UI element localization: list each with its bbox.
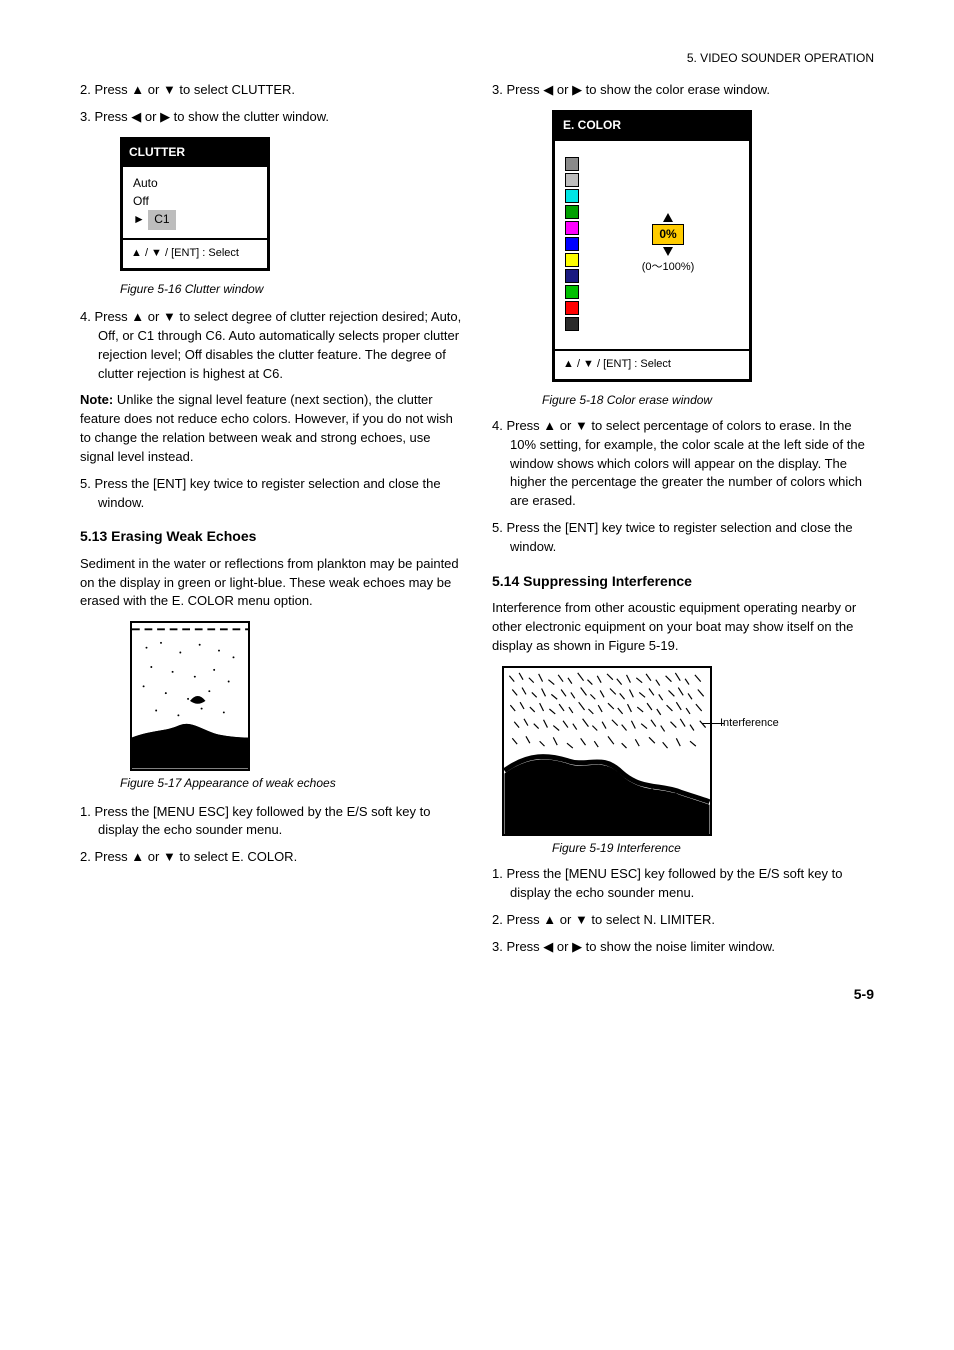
figure-caption: Figure 5-16 Clutter window [120, 281, 462, 298]
left-step2: 2. Press ▲ or ▼ to select CLUTTER. [80, 81, 462, 100]
section-heading-5-14: 5.14 Suppressing Interference [492, 571, 874, 591]
color-swatch [565, 205, 579, 219]
color-swatch-column [565, 151, 579, 339]
figure-caption: Figure 5-19 Interference [552, 840, 874, 857]
interference-figure-wrap: Interference [492, 666, 874, 836]
sec513-step2: 2. Press ▲ or ▼ to select E. COLOR. [80, 848, 462, 867]
color-swatch [565, 237, 579, 251]
clutter-menu-body: Auto Off ► C1 [123, 165, 267, 237]
color-swatch [565, 173, 579, 187]
section-heading-5-13: 5.13 Erasing Weak Echoes [80, 526, 462, 546]
clutter-menu-title: CLUTTER [123, 140, 267, 165]
color-erase-hint: ▲ / ▼ / [ENT] : Select [555, 349, 749, 379]
clutter-menu-hint: ▲ / ▼ / [ENT] : Select [123, 238, 267, 268]
percentage-range-label: (0～100%) [642, 260, 695, 276]
color-swatch [565, 157, 579, 171]
page-number: 5-9 [80, 984, 874, 1004]
color-swatch [565, 253, 579, 267]
weak-echoes-figure [130, 621, 250, 771]
right-step3: 3. Press ◀ or ▶ to show the color erase … [492, 81, 874, 100]
section-title: Suppressing Interference [523, 573, 692, 589]
section-514-body: Interference from other acoustic equipme… [492, 599, 874, 656]
left-note: Note: Unlike the signal level feature (n… [80, 391, 462, 466]
color-erase-body: 0% (0～100%) [555, 139, 749, 349]
left-column: 2. Press ▲ or ▼ to select CLUTTER. 3. Pr… [80, 73, 462, 964]
color-erase-title: E. COLOR [555, 113, 749, 138]
section-title: Erasing Weak Echoes [111, 528, 256, 544]
color-swatch [565, 269, 579, 283]
left-step3: 3. Press ◀ or ▶ to show the clutter wind… [80, 108, 462, 127]
sec514-step1: 1. Press the [MENU ESC] key followed by … [492, 865, 874, 903]
clutter-menu-item: ► C1 [133, 210, 257, 229]
color-erase-figure: E. COLOR [552, 110, 752, 381]
section-number: 5.14 [492, 573, 519, 589]
page: 5. VIDEO SOUNDER OPERATION 2. Press ▲ or… [0, 0, 954, 1065]
figure-caption: Figure 5-17 Appearance of weak echoes [120, 775, 462, 792]
triangle-down-icon [663, 247, 673, 256]
note-label: Note: [80, 392, 113, 407]
sec514-step2: 2. Press ▲ or ▼ to select N. LIMITER. [492, 911, 874, 930]
current-percentage: 0% [652, 224, 683, 245]
color-swatch [565, 285, 579, 299]
interference-svg [504, 668, 710, 834]
color-swatch [565, 301, 579, 315]
left-step5: 5. Press the [ENT] key twice to register… [80, 475, 462, 513]
clutter-menu-figure: CLUTTER Auto Off ► C1 ▲ / ▼ / [ENT] : Se… [120, 137, 270, 271]
clutter-menu-item-highlighted: C1 [148, 210, 175, 229]
right-step4: 4. Press ▲ or ▼ to select percentage of … [492, 417, 874, 511]
sec513-step1: 1. Press the [MENU ESC] key followed by … [80, 803, 462, 841]
clutter-menu-item: Off [133, 193, 257, 210]
color-swatch [565, 317, 579, 331]
section-number: 5.13 [80, 528, 107, 544]
clutter-menu-item: Auto [133, 175, 257, 192]
right-step5: 5. Press the [ENT] key twice to register… [492, 519, 874, 557]
weak-echoes-svg [132, 623, 248, 769]
right-column: 3. Press ◀ or ▶ to show the color erase … [492, 73, 874, 964]
sec514-step3: 3. Press ◀ or ▶ to show the noise limite… [492, 938, 874, 957]
left-step4: 4. Press ▲ or ▼ to select degree of clut… [80, 308, 462, 383]
chapter-header: 5. VIDEO SOUNDER OPERATION [80, 50, 874, 67]
triangle-up-icon [663, 213, 673, 222]
two-column-layout: 2. Press ▲ or ▼ to select CLUTTER. 3. Pr… [80, 73, 874, 964]
note-text: Unlike the signal level feature (next se… [80, 392, 453, 464]
figure-caption: Figure 5-18 Color erase window [542, 392, 874, 409]
interference-figure [502, 666, 712, 836]
percentage-adjuster: 0% (0～100%) [597, 151, 739, 339]
color-swatch [565, 189, 579, 203]
section-513-body: Sediment in the water or reflections fro… [80, 555, 462, 612]
interference-callout-label: Interference [720, 716, 779, 732]
callout-leader-line [702, 723, 724, 724]
color-swatch [565, 221, 579, 235]
